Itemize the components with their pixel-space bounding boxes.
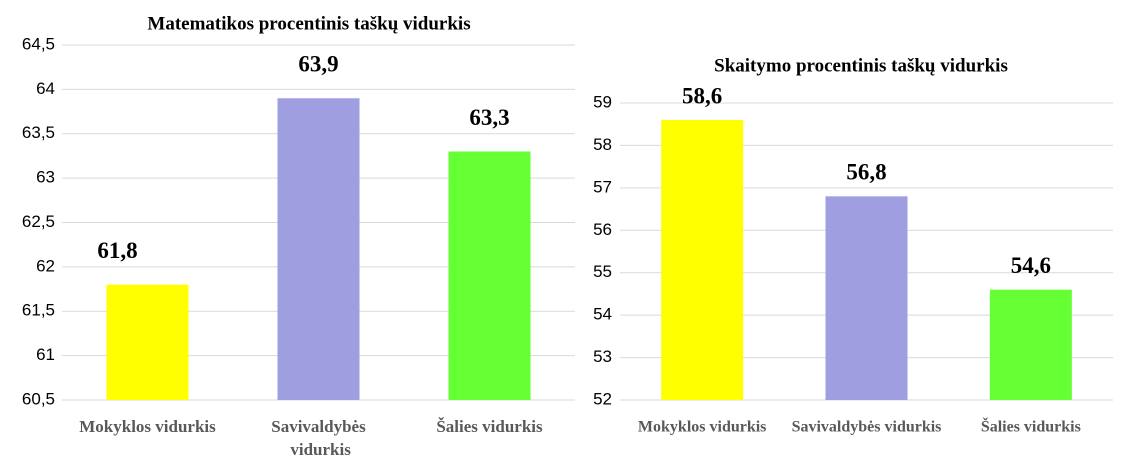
chart-title: Skaitymo procentinis taškų vidurkis: [714, 55, 1008, 76]
data-label: 54,6: [1011, 253, 1051, 278]
bar: [106, 284, 189, 400]
y-tick-label: 63,5: [22, 123, 55, 142]
data-label: 56,8: [846, 160, 886, 185]
bar: [989, 289, 1072, 400]
bar: [661, 119, 744, 400]
y-tick-label: 52: [593, 389, 612, 408]
y-tick-label: 54: [593, 305, 612, 324]
x-tick-label: Mokyklos vidurkis: [79, 417, 216, 436]
y-tick-label: 64,5: [22, 34, 55, 53]
y-tick-label: 56: [593, 220, 612, 239]
bar: [277, 98, 360, 400]
y-tick-label: 57: [593, 177, 612, 196]
x-tick-label: Mokyklos vidurkis: [638, 419, 766, 436]
chart-title: Matematikos procentinis taškų vidurkis: [147, 13, 470, 34]
data-label: 63,9: [298, 52, 338, 77]
x-tick-label: Savivaldybės vidurkis: [792, 419, 942, 436]
x-tick-label: Savivaldybės vidurkis: [271, 417, 366, 459]
y-tick-label: 55: [593, 262, 612, 281]
y-tick-label: 62: [36, 256, 55, 275]
y-tick-label: 61: [36, 345, 55, 364]
x-tick-label: Šalies vidurkis: [436, 417, 543, 436]
data-label: 58,6: [682, 83, 722, 108]
x-tick-label: Šalies vidurkis: [981, 417, 1081, 436]
y-tick-label: 63: [36, 168, 55, 187]
data-label: 63,3: [469, 105, 509, 130]
y-tick-label: 53: [593, 347, 612, 366]
y-tick-label: 58: [593, 135, 612, 154]
bar: [448, 151, 531, 400]
y-tick-label: 61,5: [22, 301, 55, 320]
y-tick-label: 60,5: [22, 389, 55, 408]
bar: [825, 196, 908, 400]
data-label: 61,8: [97, 238, 137, 263]
y-tick-label: 64: [36, 79, 55, 98]
y-tick-label: 62,5: [22, 212, 55, 231]
y-tick-label: 59: [593, 92, 612, 111]
